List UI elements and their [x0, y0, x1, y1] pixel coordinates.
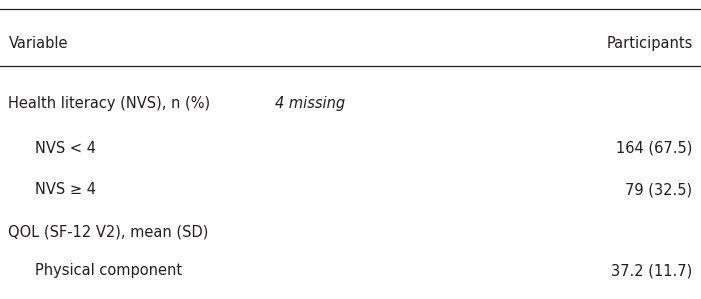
Text: 164 (67.5): 164 (67.5): [616, 141, 693, 155]
Text: Variable: Variable: [8, 36, 68, 51]
Text: 4 missing: 4 missing: [275, 96, 346, 111]
Text: QOL (SF-12 V2), mean (SD): QOL (SF-12 V2), mean (SD): [8, 224, 209, 239]
Text: 79 (32.5): 79 (32.5): [625, 182, 693, 197]
Text: Health literacy (NVS), n (%): Health literacy (NVS), n (%): [8, 96, 215, 111]
Text: Physical component: Physical component: [35, 263, 182, 278]
Text: Participants: Participants: [606, 36, 693, 51]
Text: NVS < 4: NVS < 4: [35, 141, 96, 155]
Text: NVS ≥ 4: NVS ≥ 4: [35, 182, 96, 197]
Text: 37.2 (11.7): 37.2 (11.7): [611, 263, 693, 278]
